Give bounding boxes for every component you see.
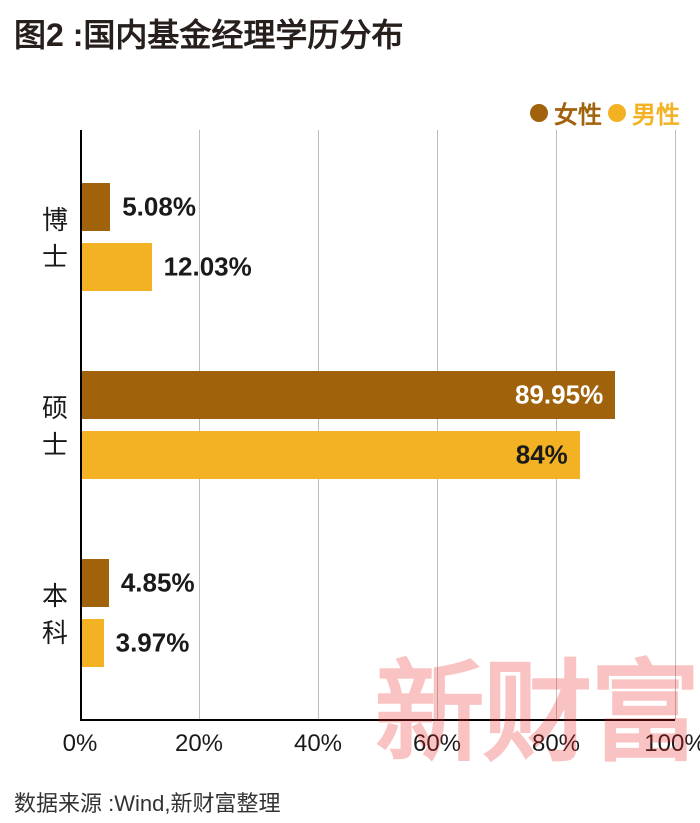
data-source: 数据来源 :Wind,新财富整理: [14, 786, 280, 818]
x-tick-label: 60%: [413, 730, 461, 758]
x-tick-label: 40%: [294, 730, 342, 758]
bar-value-label: 89.95%: [515, 380, 603, 411]
chart-title: 图2 :国内基金经理学历分布: [14, 10, 403, 56]
chart-plot-area: 0%20%40%60%80%100%博士5.08%12.03%硕士89.95%8…: [80, 130, 675, 720]
x-axis: [80, 719, 675, 721]
gridline: [675, 130, 676, 720]
legend-label: 女性: [554, 95, 602, 130]
bar: [82, 431, 580, 479]
bar-value-label: 3.97%: [116, 628, 190, 659]
category-label: 硕士: [42, 388, 68, 462]
gridline: [318, 130, 319, 720]
category-label: 博士: [42, 200, 68, 274]
legend: 女性男性: [530, 95, 680, 130]
legend-swatch: [608, 104, 626, 122]
bar-value-label: 12.03%: [164, 252, 252, 283]
gridline: [199, 130, 200, 720]
gridline: [437, 130, 438, 720]
x-tick-label: 80%: [532, 730, 580, 758]
bar-value-label: 4.85%: [121, 568, 195, 599]
bar: [82, 619, 104, 667]
bar: [82, 243, 152, 291]
x-tick-label: 0%: [63, 730, 98, 758]
legend-label: 男性: [632, 95, 680, 130]
bar: [82, 559, 109, 607]
x-tick-label: 100%: [644, 730, 700, 758]
category-label: 本科: [42, 576, 68, 650]
gridline: [556, 130, 557, 720]
x-tick-label: 20%: [175, 730, 223, 758]
bar-value-label: 5.08%: [122, 192, 196, 223]
bar: [82, 183, 110, 231]
bar-value-label: 84%: [516, 440, 568, 471]
legend-swatch: [530, 104, 548, 122]
